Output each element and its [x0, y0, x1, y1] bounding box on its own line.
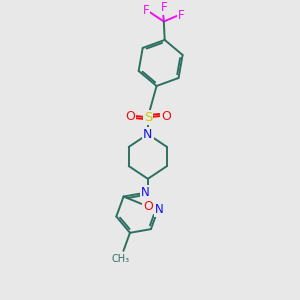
Text: F: F [142, 4, 149, 17]
Text: S: S [144, 111, 152, 124]
Text: CH₃: CH₃ [111, 254, 129, 264]
Text: F: F [178, 9, 184, 22]
Text: F: F [160, 1, 167, 14]
Text: N: N [141, 186, 150, 200]
Text: O: O [125, 110, 135, 123]
Text: O: O [143, 200, 153, 213]
Text: N: N [155, 202, 164, 216]
Text: O: O [161, 110, 171, 123]
Text: N: N [143, 128, 153, 141]
